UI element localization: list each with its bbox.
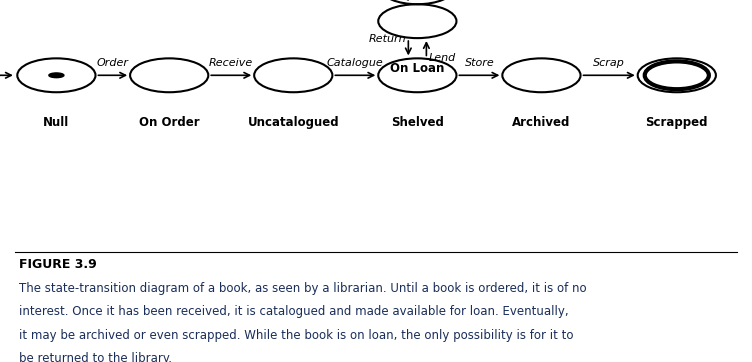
Text: FIGURE 3.9: FIGURE 3.9 [19,257,96,270]
Text: Scrapped: Scrapped [645,116,708,129]
Circle shape [49,73,64,78]
Text: Null: Null [44,116,69,129]
Text: Shelved: Shelved [391,116,444,129]
Text: Catalogue: Catalogue [327,58,384,68]
Text: Scrap: Scrap [593,58,625,68]
Text: Lend: Lend [429,53,456,63]
Text: Store: Store [465,58,494,68]
Text: Return: Return [368,34,406,43]
Text: Archived: Archived [512,116,571,129]
Text: it may be archived or even scrapped. While the book is on loan, the only possibi: it may be archived or even scrapped. Whi… [19,329,573,341]
Text: Receive: Receive [209,58,253,68]
Text: On Loan: On Loan [390,62,444,75]
Text: be returned to the library.: be returned to the library. [19,352,171,362]
Text: On Order: On Order [139,116,199,129]
Text: Uncatalogued: Uncatalogued [247,116,339,129]
Text: interest. Once it has been received, it is catalogued and made available for loa: interest. Once it has been received, it … [19,305,569,318]
Text: Order: Order [97,58,129,68]
Text: The state-transition diagram of a book, as seen by a librarian. Until a book is : The state-transition diagram of a book, … [19,282,587,295]
